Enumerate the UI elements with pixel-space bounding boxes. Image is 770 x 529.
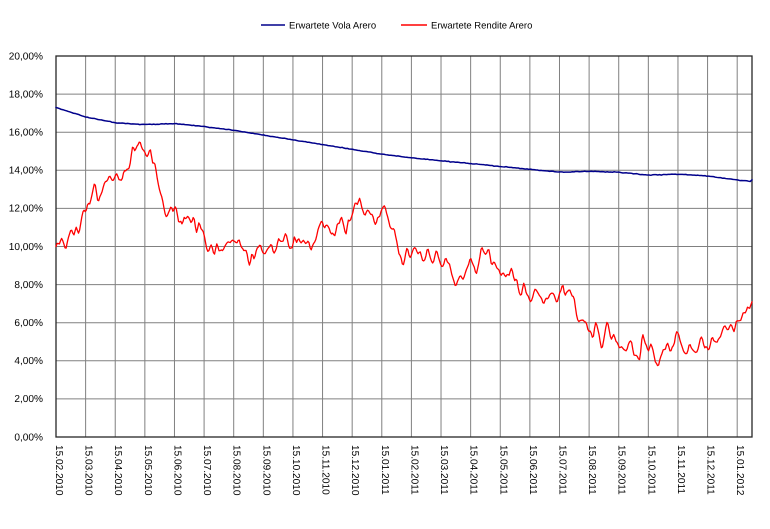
svg-text:15.02.2010: 15.02.2010 [53, 445, 64, 496]
svg-text:15.07.2010: 15.07.2010 [201, 445, 212, 496]
svg-text:15.04.2010: 15.04.2010 [112, 445, 123, 496]
svg-text:15.09.2010: 15.09.2010 [260, 445, 271, 496]
svg-text:15.12.2010: 15.12.2010 [349, 445, 360, 496]
svg-text:15.03.2011: 15.03.2011 [438, 445, 449, 495]
svg-text:10,00%: 10,00% [9, 242, 43, 253]
svg-text:4,00%: 4,00% [14, 356, 43, 367]
svg-text:15.01.2011: 15.01.2011 [379, 445, 390, 495]
svg-text:2,00%: 2,00% [14, 394, 43, 405]
svg-text:18,00%: 18,00% [9, 89, 43, 100]
svg-text:15.11.2010: 15.11.2010 [320, 445, 331, 495]
svg-text:12,00%: 12,00% [9, 204, 43, 215]
svg-text:15.03.2010: 15.03.2010 [83, 445, 94, 496]
svg-text:8,00%: 8,00% [14, 280, 43, 291]
svg-text:14,00%: 14,00% [9, 166, 43, 177]
svg-text:15.08.2010: 15.08.2010 [231, 445, 242, 496]
svg-text:0,00%: 0,00% [14, 432, 43, 443]
svg-text:15.12.2011: 15.12.2011 [705, 445, 716, 495]
svg-text:15.11.2011: 15.11.2011 [675, 445, 686, 494]
svg-text:Erwartete Vola Arero: Erwartete Vola Arero [289, 20, 376, 31]
svg-text:15.01.2012: 15.01.2012 [734, 445, 745, 496]
svg-text:Erwartete Rendite Arero: Erwartete Rendite Arero [431, 20, 532, 31]
svg-text:15.06.2011: 15.06.2011 [527, 445, 538, 495]
svg-text:15.07.2011: 15.07.2011 [556, 445, 567, 495]
svg-text:15.05.2011: 15.05.2011 [497, 445, 508, 495]
svg-text:15.10.2010: 15.10.2010 [290, 445, 301, 496]
svg-text:15.08.2011: 15.08.2011 [586, 445, 597, 495]
svg-text:20,00%: 20,00% [9, 51, 43, 62]
svg-text:15.02.2011: 15.02.2011 [408, 445, 419, 495]
svg-text:15.04.2011: 15.04.2011 [468, 445, 479, 495]
svg-text:15.09.2011: 15.09.2011 [616, 445, 627, 495]
svg-text:16,00%: 16,00% [9, 128, 43, 139]
svg-text:6,00%: 6,00% [14, 318, 43, 329]
svg-text:15.06.2010: 15.06.2010 [171, 445, 182, 496]
svg-text:15.10.2011: 15.10.2011 [645, 445, 656, 495]
svg-text:15.05.2010: 15.05.2010 [142, 445, 153, 496]
